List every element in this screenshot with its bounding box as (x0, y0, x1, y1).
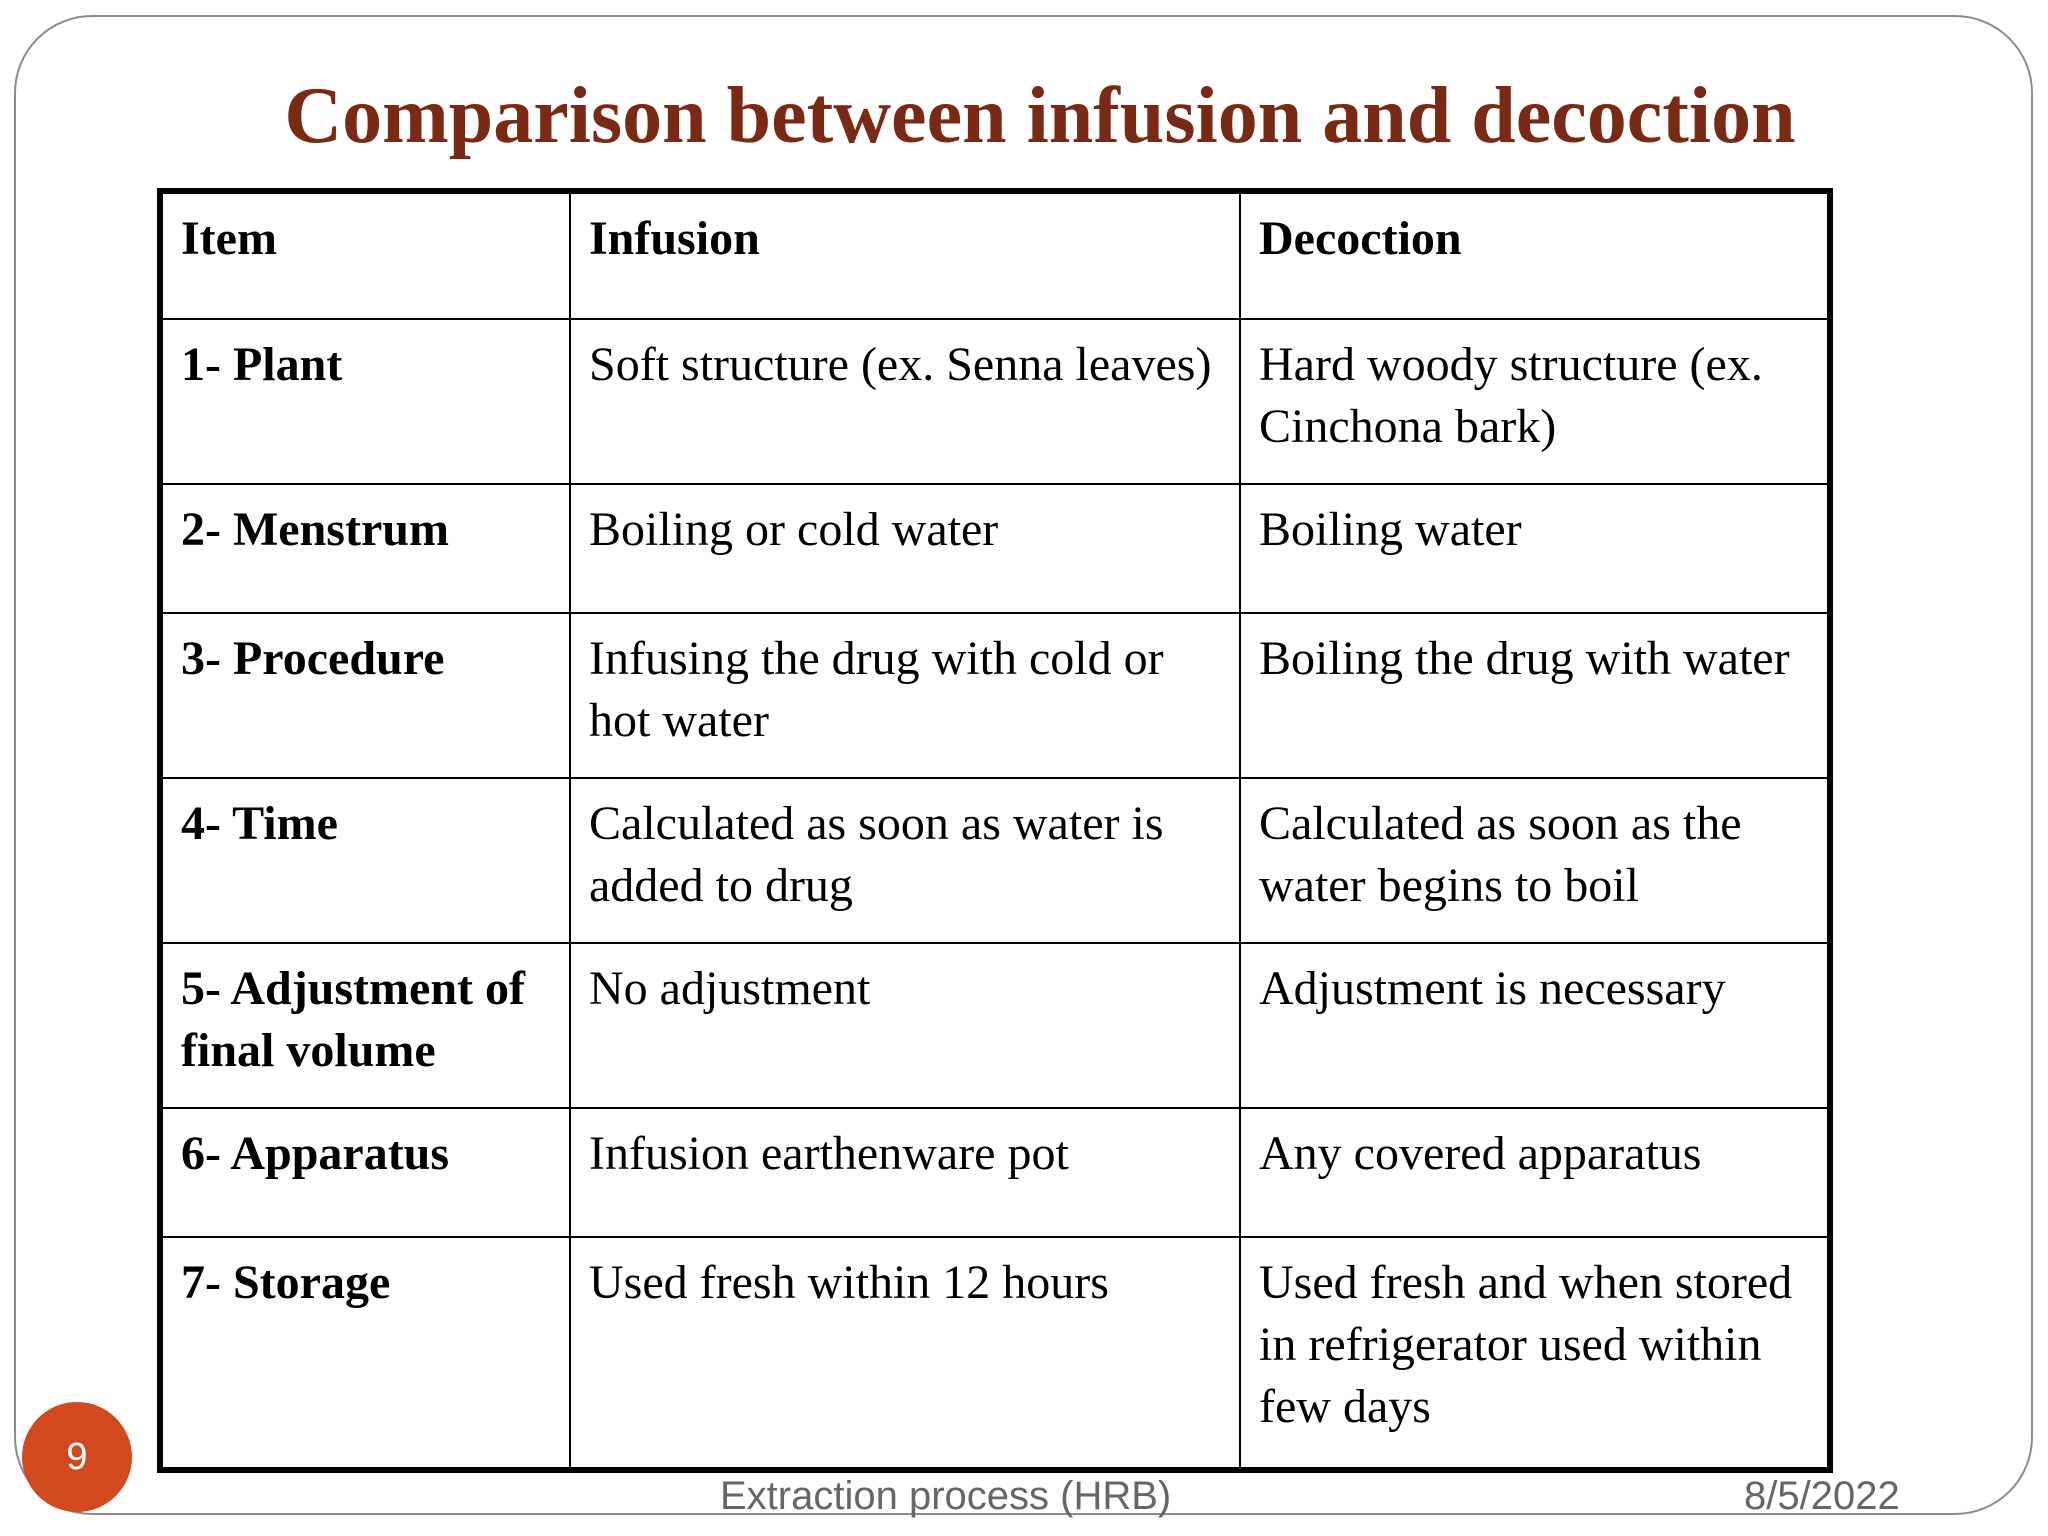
item-cell: 3- Procedure (159, 612, 571, 779)
header-decoction: Decoction (1239, 190, 1831, 320)
infusion-cell: Soft structure (ex. Senna leaves) (569, 318, 1241, 485)
footer-text: Extraction process (HRB) (720, 1474, 1172, 1518)
item-cell: 6- Apparatus (159, 1107, 571, 1238)
slide-title: Comparison between infusion and decoctio… (284, 72, 1796, 160)
table-row: 6- Apparatus Infusion earthenware pot An… (159, 1107, 1831, 1238)
table-row: 1- Plant Soft structure (ex. Senna leave… (159, 318, 1831, 485)
decoction-cell: Calculated as soon as the water begins t… (1239, 777, 1831, 944)
item-cell: 2- Menstrum (159, 483, 571, 614)
decoction-cell: Boiling water (1239, 483, 1831, 614)
header-item: Item (159, 190, 571, 320)
decoction-cell: Used fresh and when stored in refrigerat… (1239, 1236, 1831, 1471)
table-header-row: Item Infusion Decoction (159, 190, 1831, 320)
infusion-cell: Infusion earthenware pot (569, 1107, 1241, 1238)
infusion-cell: Used fresh within 12 hours (569, 1236, 1241, 1471)
item-cell: 7- Storage (159, 1236, 571, 1471)
decoction-cell: Any covered apparatus (1239, 1107, 1831, 1238)
table-row: 4- Time Calculated as soon as water is a… (159, 777, 1831, 944)
header-infusion: Infusion (569, 190, 1241, 320)
infusion-cell: Calculated as soon as water is added to … (569, 777, 1241, 944)
decoction-cell: Boiling the drug with water (1239, 612, 1831, 779)
table-row: 2- Menstrum Boiling or cold water Boilin… (159, 483, 1831, 614)
decoction-cell: Hard woody structure (ex. Cinchona bark) (1239, 318, 1831, 485)
table-row: 7- Storage Used fresh within 12 hours Us… (159, 1236, 1831, 1471)
item-cell: 4- Time (159, 777, 571, 944)
infusion-cell: No adjustment (569, 942, 1241, 1109)
table-row: 3- Procedure Infusing the drug with cold… (159, 612, 1831, 779)
comparison-table: Item Infusion Decoction 1- Plant Soft st… (157, 188, 1833, 1473)
item-cell: 5- Adjustment of final volume (159, 942, 571, 1109)
footer-date: 8/5/2022 (1744, 1474, 1900, 1518)
table-row: 5- Adjustment of final volume No adjustm… (159, 942, 1831, 1109)
decoction-cell: Adjustment is necessary (1239, 942, 1831, 1109)
infusion-cell: Boiling or cold water (569, 483, 1241, 614)
item-cell: 1- Plant (159, 318, 571, 485)
page-number-badge: 9 (22, 1402, 132, 1512)
infusion-cell: Infusing the drug with cold or hot water (569, 612, 1241, 779)
